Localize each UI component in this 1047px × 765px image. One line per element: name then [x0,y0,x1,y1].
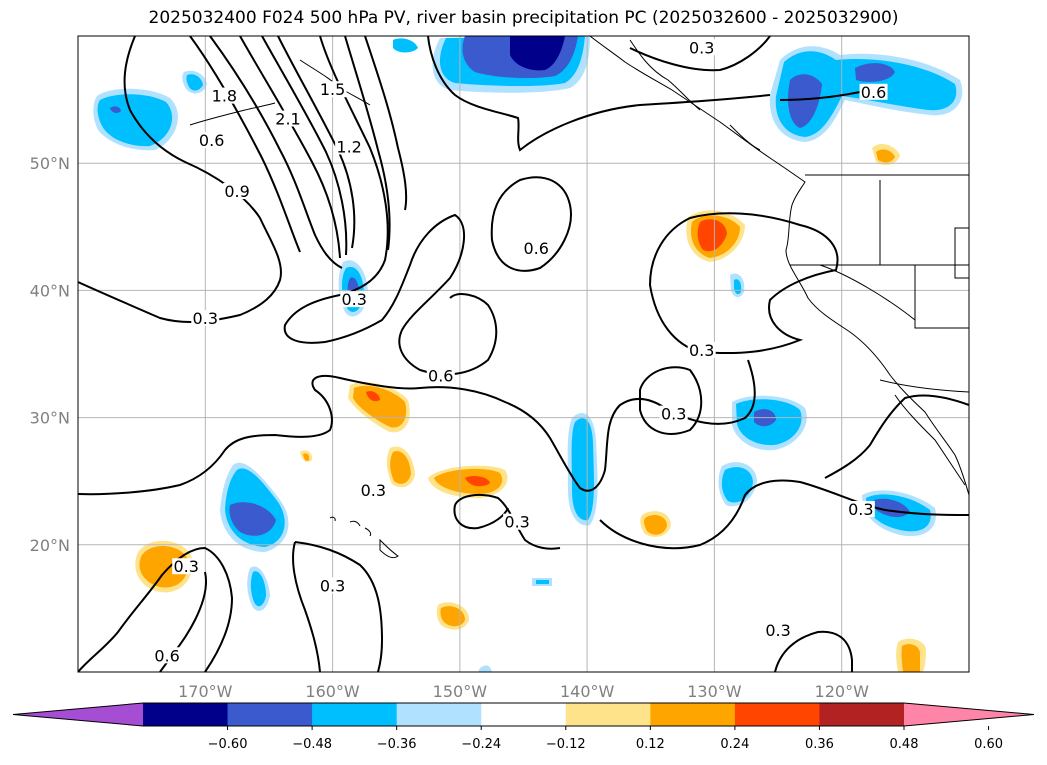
colorbar-segment [819,703,905,726]
contour-label-bg [846,501,875,517]
contour-label-20: 1.5 [320,80,345,99]
contour-label-bg [318,81,347,98]
lon-label-5: 120°W [815,682,870,701]
colorbar-tick-label-0: −0.60 [208,737,248,752]
lon-label-3: 140°W [560,682,615,701]
contour-label-bg [274,110,303,127]
colorbar-segment [312,703,398,726]
colorbar-segment [396,703,482,726]
contour-label-15: 0.6 [199,131,224,150]
contour-label-16: 0.9 [224,182,249,201]
lon-label-2: 150°W [433,682,488,701]
colorbar-tick-label-4: −0.12 [546,737,586,752]
colorbar-segment [227,703,313,726]
contour-label-bg [223,183,252,199]
contour-label-18: 2.1 [275,109,300,128]
contour-label-17: 1.2 [336,137,361,156]
map-title: 2025032400 F024 500 hPa PV, river basin … [148,8,899,28]
contour-labels: 0.3 0.6 0.6 0.3 0.3 0.3 0.3 0.6 0.3 0.3 0.3 0.3 0.3 0… [153,38,888,665]
contour-label-14: 0.3 [341,290,366,309]
contour-label-bg [191,310,220,327]
colorbar-segment [143,703,229,726]
contour-label-bg [359,481,388,498]
contour-label-bg [340,291,369,308]
latitude-labels: 50°N 40°N 30°N 20°N [30,154,70,555]
contour-label-bg [764,621,793,638]
lat-label-0: 50°N [30,154,70,173]
contour-label-7: 0.6 [154,646,179,665]
contour-label-bg [318,577,347,594]
contour-label-bg [522,240,551,257]
graticule [78,36,969,672]
colorbar-tick-label-5: 0.12 [636,737,665,752]
contour-label-bg [197,132,226,149]
lat-label-3: 20°N [30,536,70,555]
contour-label-6: 0.3 [173,557,198,576]
map-background [78,36,969,672]
lon-label-1: 160°W [305,682,360,701]
contour-label-3: 0.3 [689,341,714,360]
contour-label-13: 0.6 [861,83,886,102]
colorbar: −0.60 −0.48 −0.36 −0.24 −0.12 0.12 0.24 0.36 0.4… [12,702,1035,752]
lat-label-2: 30°N [30,409,70,428]
contour-label-bg [172,558,201,575]
contour-label-12: 0.3 [689,38,714,57]
contour-label-2: 0.6 [524,239,549,258]
colorbar-segment [650,703,736,726]
colorbar-segment [481,703,567,726]
colorbar-tick-label-2: −0.36 [377,737,417,752]
map-frame [77,35,970,673]
contour-label-bg [687,342,716,358]
lat-label-1: 40°N [30,281,70,300]
longitude-labels: 170°W 160°W 150°W 140°W 130°W 120°W [178,682,869,701]
contour-label-bg [859,83,888,100]
contour-label-bg [426,367,455,384]
contour-label-5: 0.3 [848,500,873,519]
contour-label-bg [335,138,364,155]
colorbar-tick-label-6: 0.24 [720,737,749,752]
contour-label-bg [210,87,239,104]
colorbar-segment [565,703,651,726]
colorbar-tick-label-8: 0.48 [890,737,919,752]
lon-label-4: 130°W [687,682,742,701]
colorbar-tick-label-7: 0.36 [805,737,834,752]
colorbar-tick-label-3: −0.24 [461,737,501,752]
lon-label-0: 170°W [178,682,233,701]
colorbar-outline [12,702,1035,727]
contour-label-bg [153,647,182,664]
colorbar-extend-low [13,703,143,726]
contour-label-bg [503,513,532,530]
colorbar-segment [734,703,820,726]
contour-label-8: 0.3 [361,481,386,500]
colorbar-tick-label-9: 0.60 [974,737,1003,752]
contour-label-19: 1.8 [212,87,237,106]
contour-label-4: 0.3 [661,405,686,424]
contour-label-0: 0.3 [193,309,218,328]
contour-label-bg [687,39,716,56]
precip-positive-anomalies [135,144,926,672]
contour-label-bg [659,405,688,422]
colorbar-extend-high [904,703,1034,726]
contour-label-9: 0.3 [320,576,345,595]
contour-label-1: 0.6 [428,366,453,385]
colorbar-tick-label-1: −0.48 [292,737,332,752]
pv-contours [78,36,969,672]
contour-label-11: 0.3 [765,621,790,640]
contour-label-10: 0.3 [504,513,529,532]
